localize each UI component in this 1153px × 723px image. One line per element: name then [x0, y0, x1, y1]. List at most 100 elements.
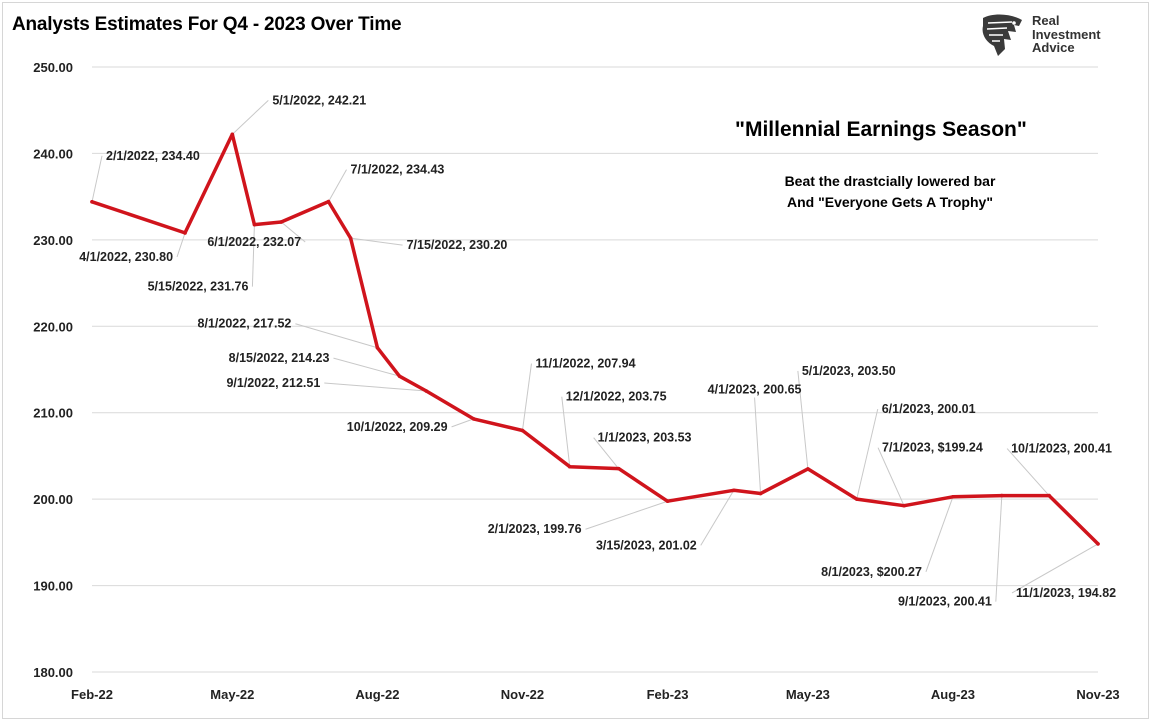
- x-tick-label: Aug-23: [931, 687, 975, 702]
- data-point: [471, 417, 476, 421]
- data-point: [567, 464, 572, 469]
- data-label: 10/1/2023, 200.41: [1011, 442, 1112, 456]
- label-leader-line: [451, 418, 474, 428]
- x-tick-label: Feb-23: [647, 687, 689, 702]
- data-point: [348, 236, 353, 240]
- label-leader-line: [856, 408, 879, 500]
- data-point: [616, 466, 621, 471]
- data-label: 8/15/2022, 214.23: [229, 351, 330, 365]
- data-label: 1/1/2023, 203.53: [598, 431, 692, 445]
- data-point: [806, 467, 810, 471]
- annotation-line-1: Beat the drastcially lowered bar: [784, 173, 996, 189]
- label-leader-line: [350, 237, 403, 246]
- logo-line-3: Advice: [1032, 40, 1075, 55]
- label-leader-lines: [91, 99, 1099, 602]
- label-leader-line: [521, 363, 532, 431]
- data-point: [252, 222, 257, 227]
- data-label: 8/1/2023, $200.27: [821, 565, 922, 579]
- logo-line-1: Real: [1032, 13, 1060, 28]
- label-leader-line: [91, 155, 103, 202]
- data-point: [230, 132, 235, 137]
- data-point: [183, 231, 187, 235]
- data-label: 4/1/2022, 230.80: [79, 250, 173, 264]
- x-tick-label: May-22: [210, 687, 254, 702]
- label-leader-line: [925, 496, 954, 572]
- annotation-subtitle: Beat the drastcially lowered bar And "Ev…: [760, 171, 1020, 213]
- data-point: [397, 374, 402, 378]
- data-label: 2/1/2023, 199.76: [488, 522, 582, 536]
- data-point: [90, 200, 94, 204]
- y-tick-label: 200.00: [33, 492, 73, 507]
- y-tick-label: 180.00: [33, 665, 73, 680]
- label-leader-line: [328, 169, 347, 202]
- y-axis-tick-labels: 180.00 190.00 200.00 210.00 220.00 230.00 240.…: [33, 60, 73, 680]
- series-line: [90, 132, 1100, 546]
- data-label: 9/1/2023, 200.41: [898, 595, 992, 609]
- y-tick-label: 250.00: [33, 60, 73, 75]
- data-label: 6/1/2022, 232.07: [207, 235, 301, 249]
- grid-lines: [92, 66, 1098, 673]
- y-tick-label: 210.00: [33, 406, 73, 421]
- label-leader-line: [333, 357, 400, 377]
- x-axis-tick-labels: Feb-22 May-22 Aug-22 Nov-22 Feb-23 May-23 Aug-…: [71, 687, 1120, 702]
- logo: Real Investment Advice: [978, 12, 1118, 60]
- data-label: 9/1/2022, 212.51: [226, 376, 320, 390]
- label-leader-line: [754, 397, 762, 494]
- data-point: [731, 488, 736, 493]
- label-leader-line: [585, 500, 668, 530]
- data-point: [375, 345, 380, 350]
- data-label: 5/15/2022, 231.76: [148, 280, 249, 294]
- y-tick-label: 240.00: [33, 146, 73, 161]
- annotation-line-2: And "Everyone Gets A Trophy": [787, 194, 993, 210]
- logo-line-2: Investment: [1032, 26, 1101, 42]
- data-label: 2/1/2022, 234.40: [106, 149, 200, 163]
- x-tick-label: Feb-22: [71, 687, 113, 702]
- label-leader-line: [251, 224, 255, 287]
- data-point: [1096, 542, 1100, 546]
- data-point: [665, 499, 670, 504]
- data-point: [424, 389, 429, 393]
- y-tick-label: 190.00: [33, 579, 73, 594]
- eagle-head-icon: [982, 14, 1022, 56]
- data-point: [1047, 493, 1051, 498]
- label-leader-line: [231, 99, 269, 135]
- label-leader-line: [797, 370, 809, 469]
- label-leader-line: [176, 232, 186, 258]
- data-label: 5/1/2022, 242.21: [272, 93, 366, 107]
- data-point: [1000, 493, 1004, 498]
- data-point: [854, 497, 859, 501]
- data-label: 11/1/2022, 207.94: [535, 357, 635, 371]
- data-label: 12/1/2022, 203.75: [566, 390, 667, 404]
- label-leader-line: [877, 447, 905, 506]
- data-point: [902, 503, 906, 508]
- label-leader-line: [324, 382, 427, 392]
- data-point: [279, 220, 284, 224]
- x-tick-label: May-23: [786, 687, 830, 702]
- logo-text: Real Investment Advice: [1032, 14, 1101, 55]
- data-label: 7/1/2023, $199.24: [882, 441, 983, 455]
- data-label: 5/1/2023, 203.50: [802, 364, 896, 378]
- chart-title: Analysts Estimates For Q4 - 2023 Over Ti…: [12, 14, 402, 35]
- x-tick-label: Nov-23: [1076, 687, 1119, 702]
- data-point: [326, 199, 331, 204]
- annotation-title: "Millennial Earnings Season": [735, 118, 1027, 141]
- data-label: 6/1/2023, 200.01: [882, 402, 976, 416]
- data-point: [520, 428, 525, 433]
- label-leader-line: [995, 495, 1003, 602]
- data-point: [758, 491, 763, 496]
- label-leader-line: [1011, 543, 1099, 594]
- series-line-layer: [90, 132, 1100, 546]
- data-point: [951, 495, 955, 499]
- data-label: 7/1/2022, 234.43: [351, 163, 445, 177]
- data-label: 10/1/2022, 209.29: [347, 420, 448, 434]
- data-labels: 2/1/2022, 234.40 4/1/2022, 230.80 5/1/2022…: [79, 93, 1116, 608]
- data-label: 11/1/2023, 194.82: [1016, 586, 1116, 600]
- label-leader-line: [700, 490, 735, 546]
- label-leader-line: [295, 323, 378, 349]
- label-leader-line: [593, 437, 620, 469]
- data-label: 8/1/2022, 217.52: [198, 317, 292, 331]
- x-tick-label: Aug-22: [355, 687, 399, 702]
- data-label: 4/1/2023, 200.65: [708, 383, 802, 397]
